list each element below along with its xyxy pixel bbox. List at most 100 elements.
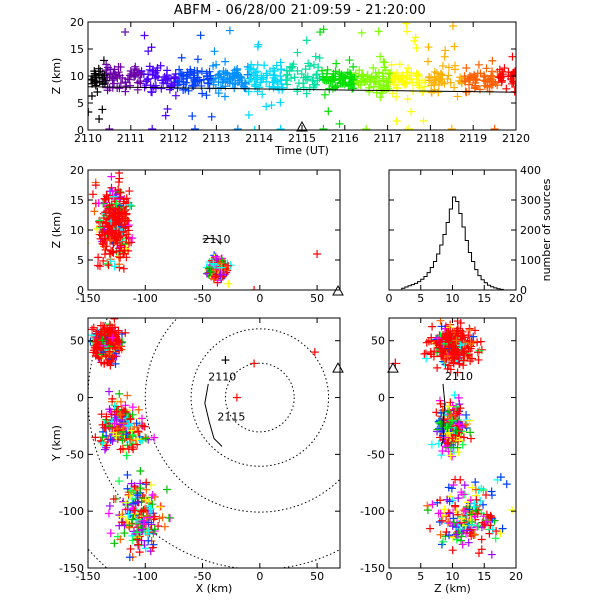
source-point (453, 368, 462, 377)
source-point (123, 441, 132, 450)
source-point (211, 252, 220, 261)
x-tick-label: 0 (386, 292, 393, 305)
source-point (305, 62, 314, 71)
source-point (405, 124, 413, 130)
source-point (337, 70, 346, 79)
source-point (481, 490, 490, 499)
x-tick-label: 2119 (459, 132, 487, 145)
source-point (221, 356, 230, 365)
source-point (283, 70, 292, 79)
source-point (345, 56, 354, 65)
source-point (102, 190, 111, 199)
range-ring (224, 362, 295, 433)
source-point (387, 60, 396, 69)
source-point (113, 435, 122, 444)
source-point (103, 325, 112, 334)
source-point (362, 124, 371, 130)
source-point (427, 73, 436, 82)
source-point (218, 78, 227, 87)
source-point (188, 112, 197, 121)
source-point (124, 510, 133, 519)
source-point (449, 480, 458, 489)
y-tick-label: 20 (70, 16, 84, 29)
source-point (488, 77, 497, 86)
source-point (371, 73, 380, 82)
source-point (211, 272, 220, 281)
source-point (424, 43, 433, 52)
source-point (318, 72, 327, 81)
source-point (93, 261, 102, 270)
source-point (120, 206, 129, 215)
source-point (452, 535, 461, 544)
y-tick-label: 50 (371, 335, 385, 348)
source-point (459, 506, 468, 515)
plot-frame (87, 317, 341, 569)
source-point (95, 262, 104, 271)
source-point (139, 524, 148, 533)
source-point (96, 436, 105, 445)
source-point (272, 76, 281, 85)
source-point (119, 227, 128, 236)
source-point (176, 69, 185, 78)
source-point (159, 78, 168, 87)
source-point (219, 73, 228, 82)
source-point (147, 520, 156, 529)
source-point (123, 75, 132, 84)
source-point (402, 79, 411, 88)
source-point (435, 424, 444, 433)
source-point (111, 226, 120, 235)
source-point (115, 194, 124, 203)
source-point (482, 64, 491, 73)
source-point (150, 525, 159, 534)
source-point (142, 478, 151, 487)
source-point (485, 87, 494, 96)
source-point (482, 510, 491, 519)
x-tick-label: 15 (477, 570, 491, 583)
source-point (160, 522, 169, 531)
source-point (452, 426, 461, 435)
source-point (98, 228, 107, 237)
source-point (466, 75, 475, 84)
source-point (122, 194, 131, 203)
source-point (126, 544, 135, 553)
source-point (438, 446, 447, 455)
source-point (108, 353, 117, 362)
source-point (476, 337, 485, 346)
source-point (162, 79, 171, 88)
track-time-label: 2115 (217, 410, 245, 423)
x-tick-label: -50 (194, 570, 212, 583)
source-point (257, 71, 266, 80)
source-point (126, 81, 135, 90)
source-point (293, 48, 302, 57)
source-point (112, 236, 121, 245)
source-point (162, 485, 171, 494)
x-tick-label: 5 (417, 292, 424, 305)
source-point (436, 399, 445, 408)
source-point (466, 516, 475, 525)
source-point (175, 65, 184, 74)
source-point (448, 401, 457, 410)
source-point (488, 67, 497, 76)
source-point (260, 61, 269, 70)
source-point (103, 259, 112, 268)
source-point (455, 436, 464, 445)
x-tick-label: 20 (509, 292, 523, 305)
source-point (107, 172, 116, 181)
source-point (156, 61, 165, 70)
source-point (207, 112, 216, 121)
y-axis-label: Z (km) (50, 212, 63, 249)
source-point (445, 531, 454, 540)
source-point (351, 69, 360, 78)
source-point (466, 428, 475, 437)
source-point (344, 79, 353, 88)
x-height-panel: -150 -100 -50 0 50 0 5 10 15 20 Z (km) 2110 (50, 164, 344, 305)
y-tick-label: -100 (360, 505, 385, 518)
source-point (465, 325, 474, 334)
x-tick-label: 2113 (202, 132, 230, 145)
source-point (427, 440, 436, 449)
source-point (470, 71, 479, 80)
source-point (100, 423, 109, 432)
y-tick-label: 0 (520, 284, 527, 297)
source-point (225, 26, 234, 35)
